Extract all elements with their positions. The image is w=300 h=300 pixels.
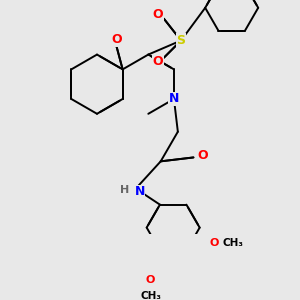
Text: H: H xyxy=(120,185,130,195)
Text: O: O xyxy=(210,238,219,248)
Text: O: O xyxy=(152,55,163,68)
Text: N: N xyxy=(134,185,145,198)
Text: O: O xyxy=(152,8,163,21)
Text: N: N xyxy=(169,92,179,106)
Text: S: S xyxy=(176,34,185,47)
Text: O: O xyxy=(111,33,122,46)
Text: O: O xyxy=(146,275,155,285)
Text: CH₃: CH₃ xyxy=(223,238,244,248)
Text: CH₃: CH₃ xyxy=(140,291,161,300)
Text: O: O xyxy=(197,149,208,162)
